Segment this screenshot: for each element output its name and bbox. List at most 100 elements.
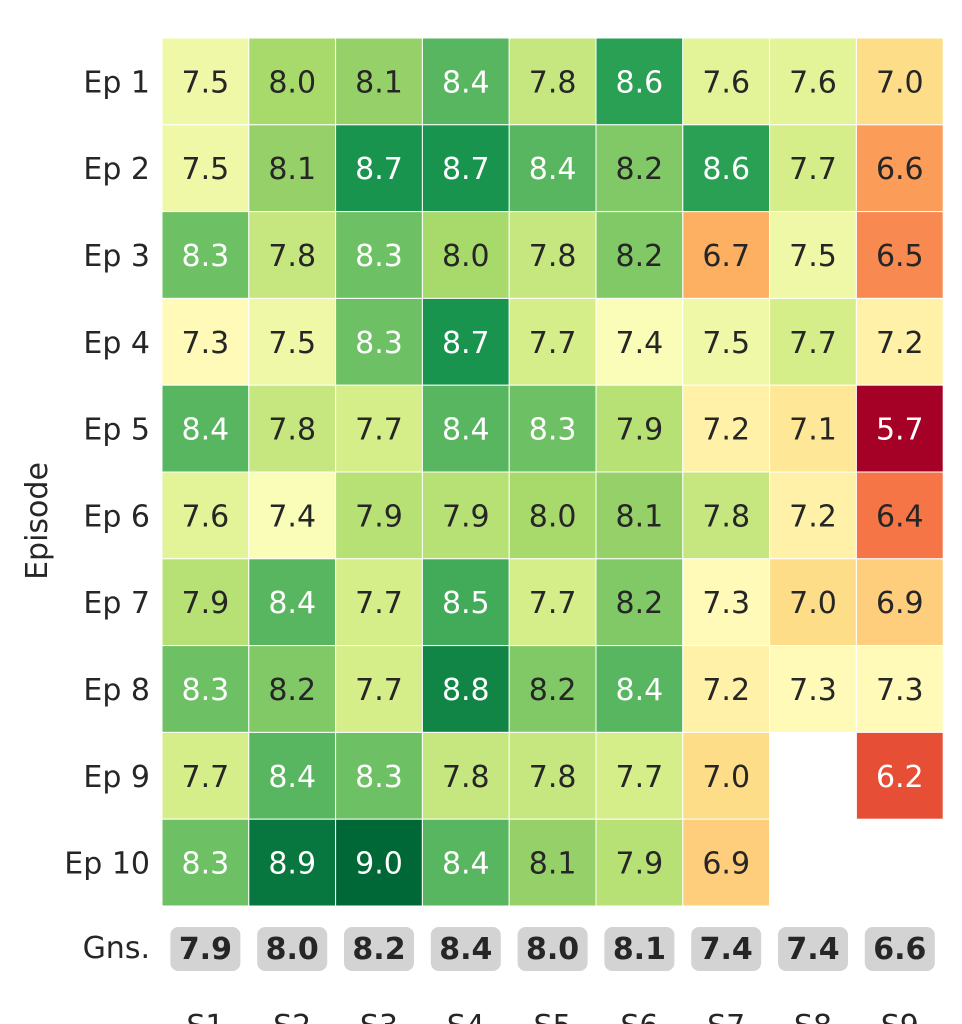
heatmap-cell	[161, 384, 250, 473]
cell-value-label: 8.4	[182, 413, 230, 448]
cell-value-label: 8.8	[442, 673, 490, 708]
cell-value-label: 8.4	[442, 413, 490, 448]
cell-value-label: 7.2	[702, 413, 750, 448]
heatmap-cell	[161, 37, 250, 126]
cell-value-label: 7.3	[789, 673, 837, 708]
heatmap-cell	[335, 818, 423, 907]
heatmap-cell	[161, 124, 250, 213]
heatmap-cell	[161, 558, 250, 647]
summary-badge	[344, 927, 414, 971]
heatmap-cell	[508, 211, 597, 299]
heatmap-cell	[335, 731, 423, 820]
cell-value-label: 7.5	[702, 326, 750, 361]
cell-value-label: 8.7	[442, 152, 490, 187]
cell-value-label: 8.3	[355, 239, 403, 274]
cell-value-label: 8.1	[616, 499, 664, 534]
cell-value-label: 7.6	[702, 65, 750, 100]
cell-value-label: 7.7	[789, 326, 837, 361]
cell-value-label: 8.2	[268, 673, 316, 708]
row-label: Ep 9	[83, 760, 150, 795]
cell-value-label: 7.7	[355, 413, 403, 448]
row-label: Ep 2	[83, 152, 150, 187]
heatmap-cell	[421, 818, 510, 907]
summary-value-label: 8.0	[526, 932, 579, 967]
summary-value-label: 8.0	[266, 932, 319, 967]
cell-value-label: 8.6	[702, 152, 750, 187]
summary-badge	[257, 927, 328, 971]
summary-badge	[517, 927, 588, 971]
cell-value-label: 7.2	[876, 326, 924, 361]
cell-value-label: 7.7	[355, 586, 403, 621]
cell-value-label: 7.3	[182, 326, 230, 361]
heatmap-cell	[595, 124, 684, 213]
summary-label: Gns.	[83, 931, 150, 966]
cell-value-label: 8.7	[442, 326, 490, 361]
heatmap-cell	[248, 384, 337, 473]
heatmap-cell	[161, 818, 250, 907]
row-label: Ep 3	[83, 239, 150, 274]
heatmap-cell	[335, 471, 423, 560]
heatmap-cell	[508, 124, 597, 213]
cell-value-label: 8.2	[616, 586, 664, 621]
cell-value-label: 8.4	[616, 673, 664, 708]
column-label: S8	[794, 1009, 832, 1024]
cell-value-label: 6.2	[876, 760, 924, 795]
heatmap-cell	[595, 384, 684, 473]
cell-value-label: 8.0	[268, 65, 316, 100]
summary-badge	[604, 927, 675, 971]
column-label: S6	[620, 1009, 658, 1024]
cell-value-label: 8.2	[616, 239, 664, 274]
cell-value-label: 7.5	[182, 65, 230, 100]
cell-value-label: 7.8	[529, 239, 577, 274]
heatmap-cell	[508, 731, 597, 820]
row-labels: Ep 1 Ep 2 Ep 3 Ep 4 Ep 5 Ep 6 Ep 7 Ep 8 Ep 9 Ep 1…	[64, 65, 150, 881]
cell-value-label: 7.5	[182, 152, 230, 187]
cell-value-label: 7.1	[789, 413, 837, 448]
cell-value-label: 7.8	[529, 760, 577, 795]
row-label: Ep 4	[83, 326, 150, 361]
heatmap-cell	[161, 731, 250, 820]
heatmap-cell	[595, 818, 684, 907]
heatmap-cell	[769, 645, 857, 733]
cell-value-label: 7.6	[789, 65, 837, 100]
cell-value-label: 7.6	[182, 499, 230, 534]
cell-value-label: 7.0	[702, 760, 750, 795]
heatmap-cell	[421, 471, 510, 560]
cell-value-label: 7.5	[268, 326, 316, 361]
cell-value-label: 6.6	[876, 152, 924, 187]
cell-value-label: 7.7	[355, 673, 403, 708]
column-label: S9	[881, 1009, 919, 1024]
cell-value-label: 8.2	[529, 673, 577, 708]
heatmap-cell	[855, 211, 944, 299]
heatmap-cell	[335, 211, 423, 299]
summary-badge	[430, 927, 501, 971]
heatmap-cell	[769, 124, 857, 213]
heatmap-cell	[769, 297, 857, 386]
cell-value-label: 7.9	[182, 586, 230, 621]
cell-value-label: 8.4	[268, 586, 316, 621]
column-label: S5	[534, 1009, 572, 1024]
cell-value-label: 7.7	[789, 152, 837, 187]
column-label: S2	[273, 1009, 311, 1024]
heatmap-cell	[855, 297, 944, 386]
cell-value-label: 6.9	[702, 847, 750, 882]
row-label: Ep 7	[83, 586, 150, 621]
heatmap-cell	[335, 558, 423, 647]
heatmap-cell	[248, 558, 337, 647]
heatmap-cell	[595, 471, 684, 560]
cell-value-label: 8.4	[442, 847, 490, 882]
cell-value-label: 8.3	[529, 413, 577, 448]
heatmap-cell	[335, 645, 423, 733]
heatmap-cell	[855, 731, 944, 820]
summary-badge	[691, 927, 762, 971]
cell-value-label: 7.2	[789, 499, 837, 534]
summary-value-label: 7.4	[700, 932, 753, 967]
cell-value-label: 7.9	[442, 499, 490, 534]
heatmap-cell	[248, 297, 337, 386]
heatmap-cell	[682, 124, 771, 213]
summary-badge	[864, 927, 935, 971]
heatmap-cell	[769, 471, 857, 560]
heatmap-cell	[335, 37, 423, 126]
summary-value-label: 7.4	[786, 932, 839, 967]
